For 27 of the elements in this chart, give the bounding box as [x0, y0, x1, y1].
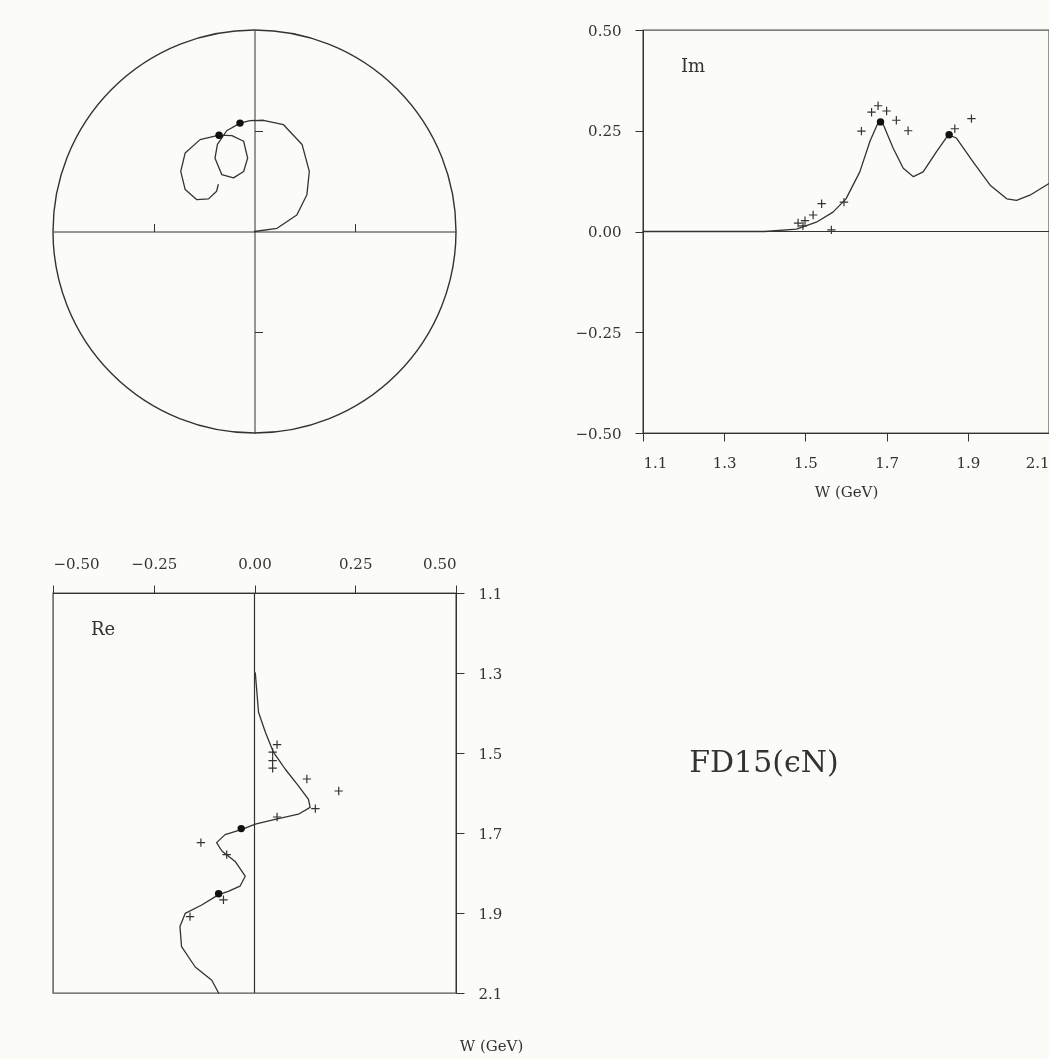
x-tick-label: −0.25	[131, 554, 178, 573]
x-tick-label: 0.00	[238, 554, 272, 573]
annotation: Re	[91, 618, 116, 639]
y-tick-label: −0.25	[575, 323, 622, 342]
y-axis-title: W (GeV)	[459, 1036, 524, 1055]
y-tick-label: −0.50	[575, 424, 622, 443]
y-tick-label: 1.1	[478, 584, 503, 603]
x-tick-label: −0.50	[53, 554, 100, 573]
x-tick-label: 1.9	[956, 453, 981, 472]
y-tick-label: 2.1	[478, 984, 503, 1003]
y-tick-label: 1.9	[478, 904, 503, 923]
x-axis-title: W (GeV)	[814, 482, 879, 501]
x-tick-label: 1.1	[643, 453, 668, 472]
y-tick-label: 0.25	[588, 122, 622, 141]
text: FD15(ϵN)	[689, 744, 839, 779]
y-tick-label: 0.00	[588, 223, 622, 241]
x-tick-label: 0.25	[339, 554, 373, 573]
y-tick-label: 1.5	[478, 744, 503, 763]
y-tick-label: 1.3	[478, 664, 503, 683]
y-tick-label: 1.7	[478, 824, 503, 843]
x-tick-label: 2.1	[1025, 453, 1049, 472]
x-tick-label: 0.50	[423, 554, 457, 573]
y-tick-label: 0.50	[588, 21, 622, 40]
annotation: Im	[681, 55, 706, 76]
x-tick-label: 1.3	[712, 453, 737, 472]
x-tick-label: 1.5	[793, 453, 818, 472]
x-tick-label: 1.7	[875, 453, 900, 472]
